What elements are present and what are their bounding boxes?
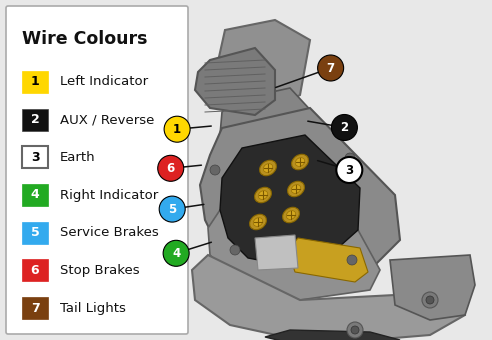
Circle shape xyxy=(230,245,240,255)
Text: 2: 2 xyxy=(340,121,348,134)
Circle shape xyxy=(345,153,355,163)
Ellipse shape xyxy=(254,187,272,203)
Text: 4: 4 xyxy=(172,247,180,260)
Text: Service Brakes: Service Brakes xyxy=(60,226,159,239)
Circle shape xyxy=(163,240,189,266)
Text: 5: 5 xyxy=(31,226,39,239)
Ellipse shape xyxy=(286,211,296,219)
Text: 1: 1 xyxy=(173,123,181,136)
Polygon shape xyxy=(220,135,360,265)
FancyBboxPatch shape xyxy=(6,6,188,334)
Circle shape xyxy=(159,196,185,222)
Circle shape xyxy=(210,165,220,175)
Ellipse shape xyxy=(263,164,273,172)
Circle shape xyxy=(422,292,438,308)
Text: 5: 5 xyxy=(168,203,176,216)
FancyBboxPatch shape xyxy=(22,146,48,168)
Text: Earth: Earth xyxy=(60,151,95,164)
Circle shape xyxy=(426,296,434,304)
Polygon shape xyxy=(208,210,380,300)
Text: Tail Lights: Tail Lights xyxy=(60,302,126,314)
Ellipse shape xyxy=(253,218,263,226)
Text: 7: 7 xyxy=(327,62,335,74)
Polygon shape xyxy=(195,48,275,115)
FancyBboxPatch shape xyxy=(22,184,48,206)
Ellipse shape xyxy=(260,160,277,176)
Text: 4: 4 xyxy=(31,188,39,202)
Text: AUX / Reverse: AUX / Reverse xyxy=(60,113,154,126)
Circle shape xyxy=(164,116,190,142)
Text: 2: 2 xyxy=(31,113,39,126)
Polygon shape xyxy=(255,235,298,270)
Text: 6: 6 xyxy=(31,264,39,277)
Ellipse shape xyxy=(291,185,301,193)
Ellipse shape xyxy=(282,207,300,223)
FancyBboxPatch shape xyxy=(22,71,48,93)
Polygon shape xyxy=(390,255,475,320)
Polygon shape xyxy=(220,88,315,158)
Polygon shape xyxy=(215,20,310,110)
Text: 1: 1 xyxy=(31,75,39,88)
Polygon shape xyxy=(200,108,400,285)
FancyBboxPatch shape xyxy=(22,297,48,319)
Text: 7: 7 xyxy=(31,302,39,314)
Ellipse shape xyxy=(258,191,268,199)
FancyBboxPatch shape xyxy=(22,259,48,282)
Circle shape xyxy=(318,55,343,81)
Text: 3: 3 xyxy=(31,151,39,164)
Text: Right Indicator: Right Indicator xyxy=(60,188,158,202)
Polygon shape xyxy=(288,238,368,282)
Ellipse shape xyxy=(292,154,308,170)
Ellipse shape xyxy=(288,181,305,197)
FancyBboxPatch shape xyxy=(22,108,48,131)
FancyBboxPatch shape xyxy=(22,222,48,244)
Ellipse shape xyxy=(295,158,305,166)
Text: Left Indicator: Left Indicator xyxy=(60,75,148,88)
Polygon shape xyxy=(265,330,400,340)
Circle shape xyxy=(337,157,362,183)
Ellipse shape xyxy=(249,214,266,230)
Text: 3: 3 xyxy=(345,164,353,176)
Text: Wire Colours: Wire Colours xyxy=(22,30,148,48)
Text: 6: 6 xyxy=(167,162,175,175)
Polygon shape xyxy=(192,255,465,340)
Circle shape xyxy=(158,155,184,181)
Circle shape xyxy=(347,322,363,338)
Circle shape xyxy=(347,255,357,265)
Text: Stop Brakes: Stop Brakes xyxy=(60,264,140,277)
Circle shape xyxy=(332,115,357,140)
Circle shape xyxy=(351,326,359,334)
